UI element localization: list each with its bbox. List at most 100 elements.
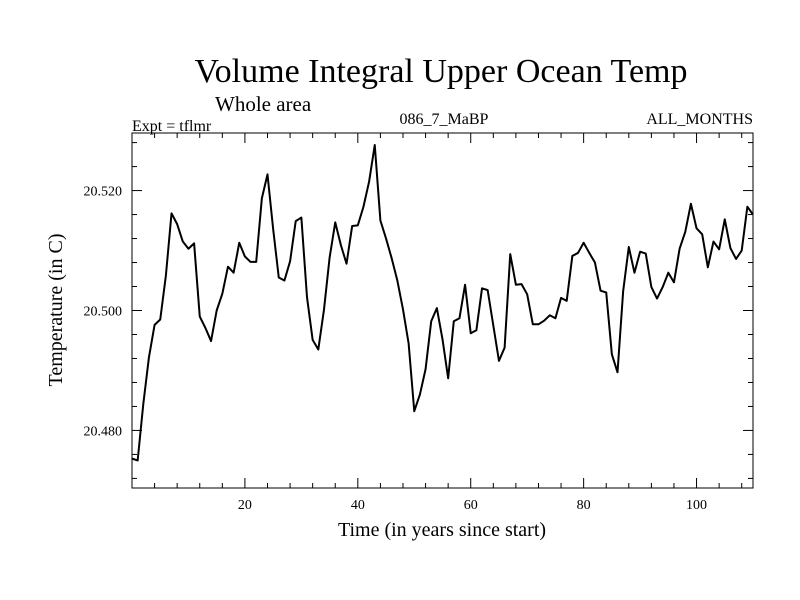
data-point	[233, 272, 235, 274]
data-point	[385, 237, 387, 240]
data-point	[537, 323, 540, 325]
data-point	[227, 266, 229, 268]
data-point	[334, 221, 336, 223]
data-point	[504, 347, 506, 349]
data-point	[470, 332, 472, 334]
data-point	[323, 309, 325, 311]
data-point	[300, 216, 302, 219]
data-point	[673, 281, 675, 283]
data-point	[249, 261, 252, 263]
expt-label: Expt = tflmr	[132, 118, 212, 135]
data-point	[137, 459, 139, 462]
data-point	[447, 377, 449, 379]
data-point	[295, 220, 297, 222]
data-point	[498, 360, 500, 362]
data-point	[712, 240, 715, 243]
data-point	[193, 242, 195, 244]
data-point	[148, 356, 150, 358]
data-point	[690, 203, 692, 205]
data-point	[430, 320, 432, 322]
data-point	[165, 275, 167, 277]
data-point	[639, 251, 641, 253]
data-point	[278, 276, 280, 279]
data-point	[221, 293, 223, 295]
data-point	[216, 309, 218, 312]
data-point	[492, 324, 494, 327]
data-point	[396, 279, 398, 282]
data-point	[509, 253, 511, 255]
data-point	[605, 291, 607, 294]
data-point	[464, 284, 466, 286]
data-point	[599, 290, 602, 292]
data-point	[374, 144, 376, 146]
data-point	[633, 272, 636, 274]
data-point	[368, 180, 370, 183]
data-point	[532, 323, 534, 325]
months-label: ALL_MONTHS	[646, 111, 753, 128]
data-point	[662, 286, 664, 288]
data-point	[266, 173, 269, 175]
data-point	[701, 233, 703, 235]
data-point	[560, 297, 562, 299]
data-point	[413, 410, 415, 412]
data-point	[594, 261, 596, 264]
data-point	[577, 252, 579, 254]
data-point	[153, 324, 156, 326]
data-point	[611, 353, 613, 355]
data-point	[741, 249, 743, 252]
data-point	[182, 240, 184, 243]
data-point	[515, 284, 517, 286]
data-point	[345, 263, 348, 265]
data-point	[554, 317, 557, 319]
data-point	[729, 247, 732, 249]
data-point	[453, 320, 455, 322]
data-point	[667, 272, 669, 274]
data-point	[379, 219, 381, 222]
data-point	[645, 252, 647, 255]
data-point	[588, 252, 590, 254]
data-point	[583, 242, 585, 244]
x-axis-label: Time (in years since start)	[338, 519, 546, 541]
data-point	[656, 297, 658, 300]
data-point	[187, 248, 190, 250]
data-point	[424, 368, 427, 370]
data-point	[255, 261, 257, 263]
data-point	[244, 255, 246, 258]
data-point	[487, 289, 489, 291]
data-point	[481, 287, 483, 289]
series-group	[131, 143, 754, 462]
data-point	[289, 260, 291, 262]
data-point	[351, 225, 353, 227]
data-point	[170, 212, 173, 214]
run-label: 086_7_MaBP	[400, 111, 489, 128]
x-tick-label: 40	[351, 498, 365, 513]
data-point	[628, 246, 630, 248]
data-point	[684, 231, 686, 233]
x-tick-label: 60	[464, 498, 478, 513]
data-point	[238, 242, 240, 244]
x-tick-label: 20	[238, 498, 252, 513]
data-point	[362, 206, 365, 208]
data-point	[724, 218, 726, 220]
data-point	[458, 317, 461, 319]
data-point	[283, 279, 286, 282]
data-point	[159, 318, 161, 321]
data-point	[526, 293, 528, 295]
x-tick-label: 100	[686, 498, 707, 513]
data-point	[142, 403, 144, 405]
data-point	[204, 327, 206, 329]
data-point	[441, 338, 444, 340]
data-point	[408, 342, 410, 345]
data-point	[622, 290, 624, 292]
y-tick-label: 20.500	[84, 305, 123, 320]
data-point	[650, 286, 652, 288]
data-point	[261, 197, 263, 199]
data-point	[199, 315, 201, 318]
data-point	[317, 348, 319, 351]
data-point	[306, 296, 308, 298]
data-point	[566, 300, 568, 302]
x-tick-label: 80	[577, 498, 591, 513]
y-tick-label: 20.520	[84, 185, 123, 200]
data-point	[746, 206, 748, 208]
